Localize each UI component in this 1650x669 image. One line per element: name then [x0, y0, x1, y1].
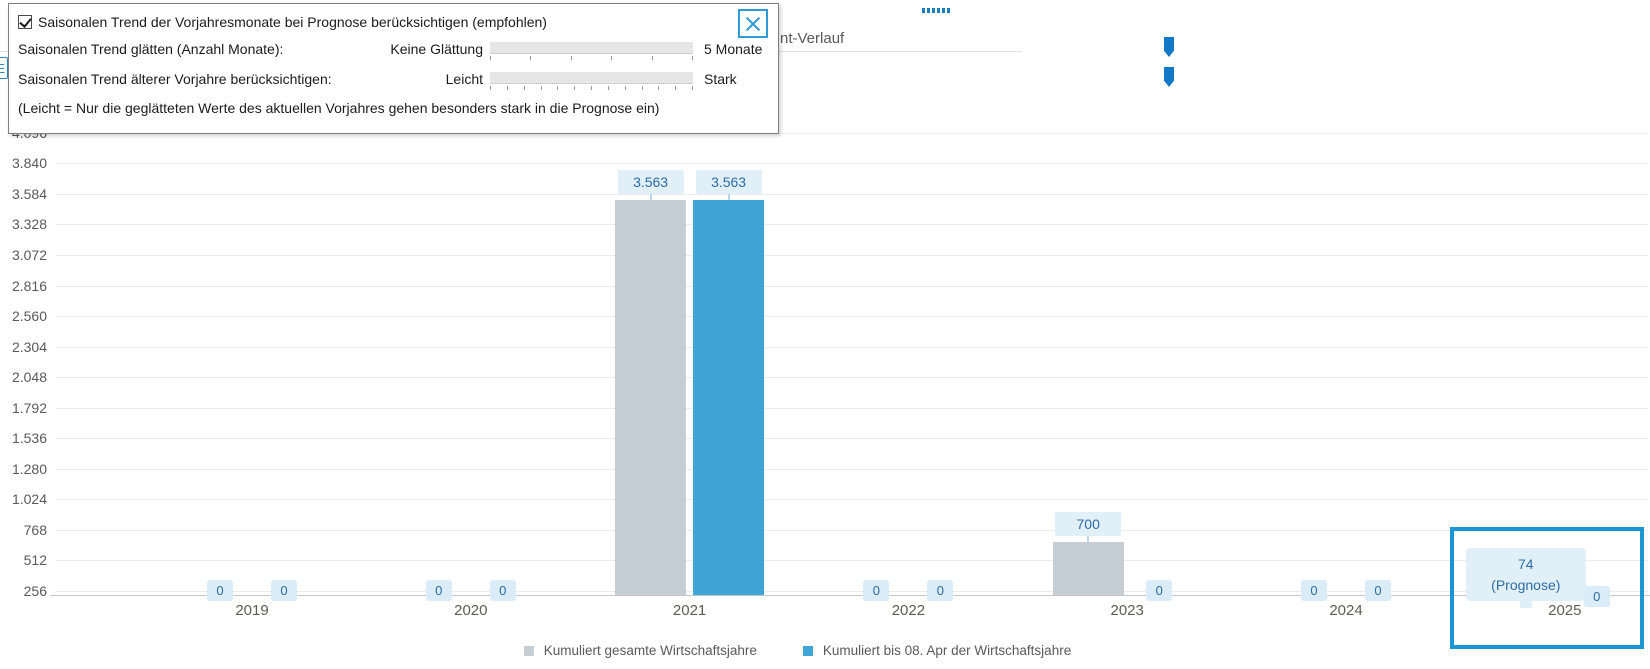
y-axis-label: 3.328	[11, 216, 47, 233]
value-label: 3.563	[617, 170, 684, 195]
value-label-tail	[727, 194, 730, 201]
value-label-tail	[649, 194, 652, 201]
tab-verlauf-truncated[interactable]: nt-Verlauf	[780, 30, 845, 47]
legend-item-kumuliert[interactable]: Kumuliert bis 08. Apr der Wirtschaftsjah…	[802, 643, 1072, 658]
zero-badge: 0	[1301, 580, 1327, 601]
smoothing-slider-thumb[interactable]	[1164, 37, 1174, 57]
zero-badge: 0	[425, 580, 452, 601]
gridline	[56, 193, 1648, 195]
seasonal-trend-settings-dialog: Saisonalen Trend der Vorjahresmonate bei…	[8, 3, 1174, 134]
gridline	[56, 499, 1648, 501]
y-axis-label: 2.560	[11, 308, 47, 325]
x-axis-label: 2019	[235, 602, 269, 619]
older-years-slider[interactable]	[490, 67, 1174, 87]
prognose-label-tail	[1519, 601, 1532, 608]
gridline	[56, 438, 1648, 440]
y-axis-label: 3.584	[11, 185, 47, 202]
legend-label: Kumuliert gesamte Wirtschaftsjahre	[543, 643, 757, 658]
zero-badge: 0	[1583, 586, 1610, 607]
y-axis-label: 1.024	[11, 491, 47, 508]
x-axis-line	[50, 595, 1650, 596]
gridline	[56, 285, 1648, 287]
legend-label: Kumuliert bis 08. Apr der Wirtschaftsjah…	[822, 643, 1072, 658]
smoothing-min-label: Keine Glättung	[390, 41, 483, 57]
gridline	[56, 407, 1648, 409]
checkbox-label: Saisonalen Trend der Vorjahresmonate bei…	[38, 14, 547, 30]
prognose-value-label: 74 (Prognose)	[1465, 548, 1586, 601]
y-axis-label: 2.816	[11, 277, 47, 294]
x-axis-label: 2022	[891, 602, 926, 619]
smoothing-slider-ticks	[490, 56, 693, 61]
zero-badge: 0	[207, 580, 233, 601]
older-years-slider-thumb[interactable]	[1164, 67, 1174, 87]
export-icon[interactable]: E	[0, 57, 8, 79]
value-label: 700	[1055, 512, 1122, 536]
zero-badge: 0	[1365, 580, 1391, 601]
gridline	[56, 224, 1648, 226]
smoothing-slider-label: Saisonalen Trend glätten (Anzahl Monate)…	[18, 41, 284, 57]
zero-badge: 0	[1146, 580, 1173, 601]
gridline	[56, 468, 1648, 470]
x-axis-label: 2023	[1110, 602, 1144, 619]
older-years-max-label: Stark	[704, 71, 737, 87]
x-axis-label: 2025	[1548, 602, 1582, 619]
close-button[interactable]	[738, 9, 768, 38]
dialog-note: (Leicht = Nur die geglätteten Werte des …	[18, 100, 660, 116]
gridline	[56, 254, 1648, 256]
y-axis-label: 2.304	[11, 338, 47, 355]
gridline	[56, 132, 1648, 134]
y-axis-label: 1.792	[11, 399, 47, 416]
y-axis-label: 3.840	[11, 155, 47, 172]
x-axis-label: 2021	[672, 602, 707, 619]
bar-2021-series1[interactable]	[615, 200, 687, 595]
zero-badge: 0	[927, 580, 954, 601]
gridline	[56, 529, 1648, 531]
y-axis-label: 2.048	[11, 369, 47, 386]
gridline	[56, 377, 1648, 379]
bar-2021-series2[interactable]	[693, 200, 765, 595]
drag-handle-icon[interactable]	[922, 8, 950, 13]
y-axis-label: 256	[23, 583, 47, 599]
zero-badge: 0	[271, 580, 297, 601]
zero-badge: 0	[863, 580, 890, 601]
value-label-tail	[1087, 536, 1090, 542]
legend-swatch-blue	[802, 645, 813, 656]
older-years-min-label: Leicht	[445, 71, 483, 87]
gridline	[56, 591, 1648, 592]
x-axis-label: 2024	[1329, 602, 1363, 619]
gridline	[56, 316, 1648, 318]
gridline	[56, 346, 1648, 348]
gridline	[56, 560, 1648, 562]
y-axis-label: 1.536	[11, 430, 47, 447]
y-axis-label: 1.280	[11, 460, 47, 477]
prognose-highlight-box	[1449, 527, 1644, 649]
smoothing-slider[interactable]	[490, 37, 1174, 57]
y-axis-label: 768	[23, 521, 47, 538]
zero-badge: 0	[489, 580, 516, 601]
legend-item-gesamt[interactable]: Kumuliert gesamte Wirtschaftsjahre	[523, 643, 757, 658]
x-axis-label: 2020	[454, 602, 488, 619]
older-years-slider-label: Saisonalen Trend älterer Vorjahre berück…	[18, 71, 332, 87]
legend-swatch-gray	[523, 645, 534, 656]
gridline	[56, 163, 1648, 165]
bar-2023-series1[interactable]	[1052, 542, 1124, 595]
older-years-slider-ticks	[490, 86, 693, 91]
seasonal-trend-checkbox[interactable]	[18, 15, 32, 29]
value-label: 3.563	[695, 170, 762, 195]
y-axis-label: 3.072	[11, 246, 47, 263]
y-axis-label: 512	[23, 552, 47, 569]
checkmark-icon	[19, 15, 32, 28]
smoothing-max-label: 5 Monate	[704, 41, 763, 57]
chart-legend: Kumuliert gesamte Wirtschaftsjahre Kumul…	[0, 643, 1595, 658]
